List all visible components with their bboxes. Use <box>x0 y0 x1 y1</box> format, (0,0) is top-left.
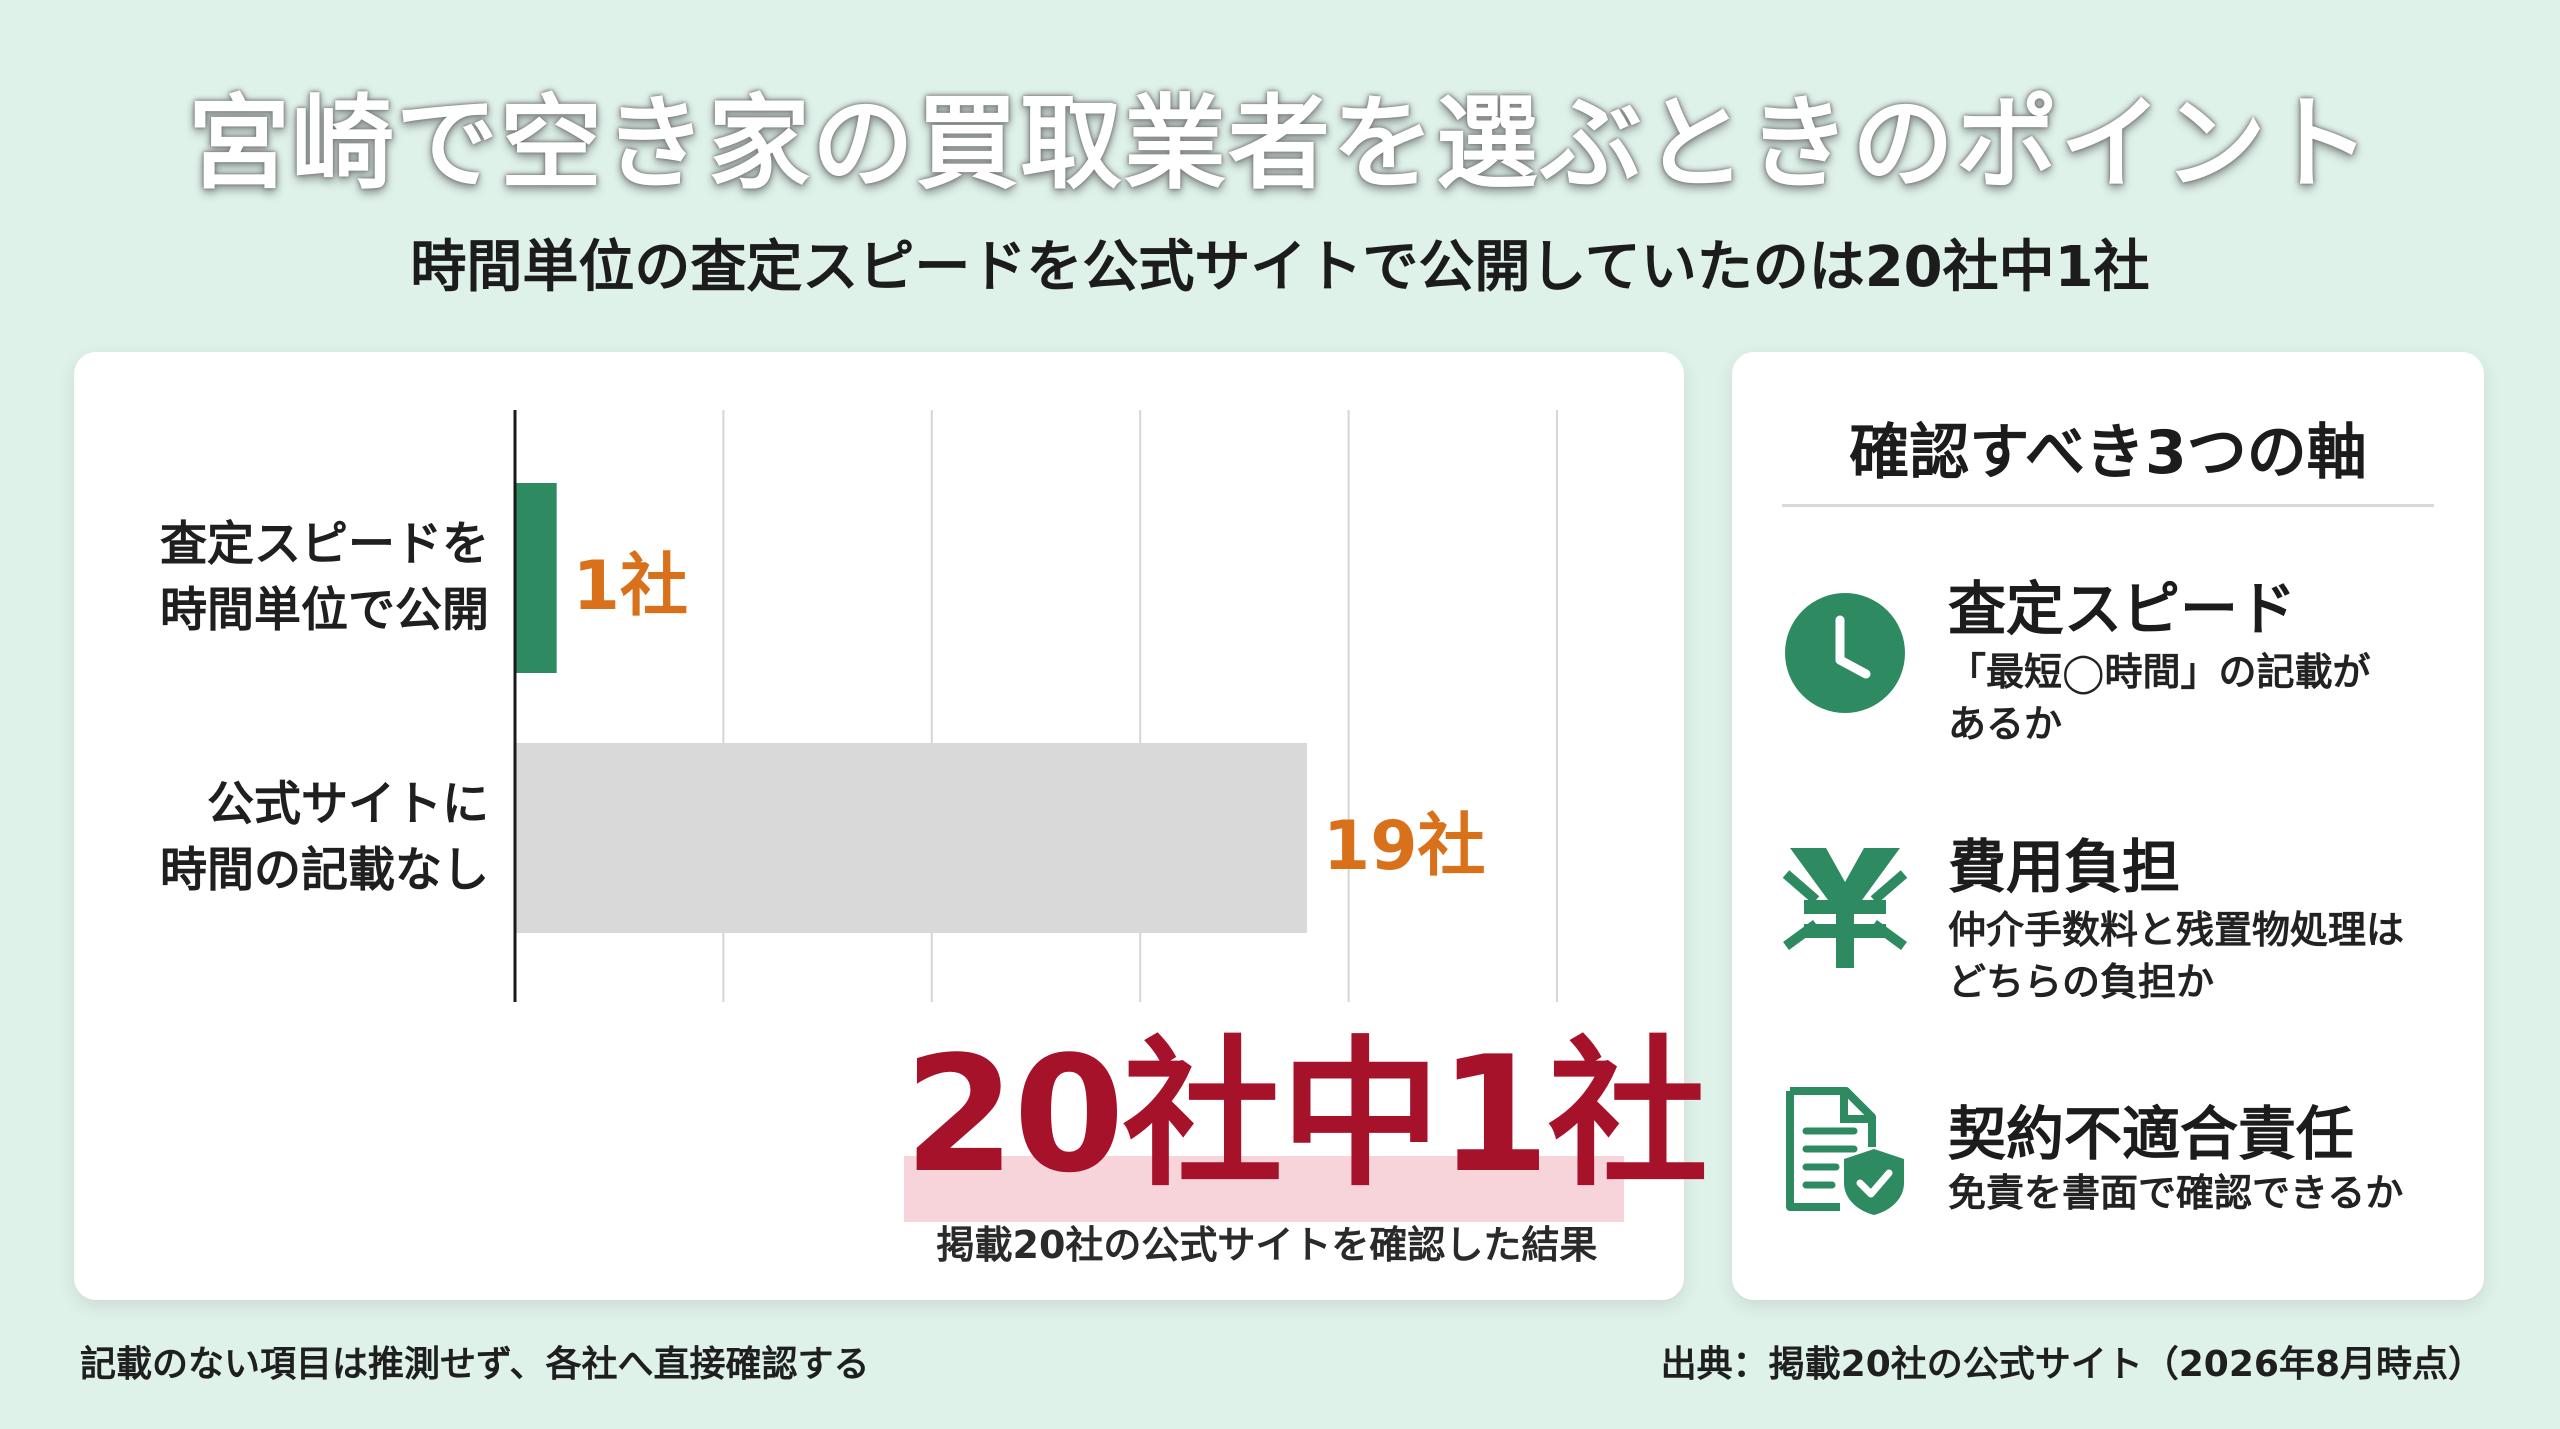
bar-chart <box>513 410 1558 1002</box>
criteria-desc-line: どちらの負担か <box>1948 960 2215 1004</box>
criteria-name: 費用負担 <box>1948 833 2181 901</box>
highlight-band <box>904 1156 1624 1222</box>
category-label-line: 時間単位で公開 <box>160 583 489 638</box>
criteria-name: 契約不適合責任 <box>1948 1100 2355 1168</box>
document-shield-icon <box>1786 1087 1904 1215</box>
criteria-desc-line: 「最短◯時間」の記載が <box>1948 650 2371 694</box>
category-label-line: 公式サイトに <box>207 777 489 832</box>
panel-divider <box>1782 504 2434 507</box>
category-label: 査定スピードを 時間単位で公開 <box>69 512 489 644</box>
criteria-panel: 確認すべき3つの軸 査定スピード 「最短◯時間」の記載が あるか 費用負担 仲介… <box>1732 352 2484 1300</box>
criteria-desc-line: 仲介手数料と残置物処理は <box>1948 908 2405 952</box>
criteria-desc-line: あるか <box>1948 702 2063 746</box>
bar <box>515 483 557 673</box>
criteria-desc-line: 免責を書面で確認できるか <box>1948 1171 2404 1215</box>
footer-note: 記載のない項目は推測せず、各社へ直接確認する <box>80 1344 870 1385</box>
bar <box>515 743 1307 933</box>
category-label: 公式サイトに時間の記載なし <box>69 772 489 904</box>
criteria-desc: 仲介手数料と残置物処理は どちらの負担か <box>1948 904 2468 1008</box>
chart-card: 1社 査定スピードを 時間単位で公開 19社 公式サイトに 時間の記載なし 20社中1社 … <box>74 352 1708 1300</box>
category-label-line: 時間の記載なし <box>160 843 489 898</box>
footer-source: 出典：掲載20社の公式サイト（2026年8月時点） <box>1660 1344 2484 1385</box>
bar-value-label: 19社 <box>1322 807 1486 886</box>
clock-icon <box>1785 593 1905 713</box>
highlight-callout: 20社中1社 <box>904 1020 1708 1222</box>
page-title: 宮崎で空き家の買取業者を選ぶときのポイント <box>188 85 2372 204</box>
category-label-line: 査定スピードを <box>160 517 489 572</box>
criteria-name: 査定スピード <box>1948 575 2297 643</box>
criteria-desc: 免責を書面で確認できるか <box>1948 1167 2468 1219</box>
page-subtitle: 時間単位の査定スピードを公式サイトで公開していたのは20社中1社 <box>410 235 2150 300</box>
bar-value-label: 1社 <box>572 547 688 626</box>
panel-title: 確認すべき3つの軸 <box>1849 418 2367 488</box>
yen-icon <box>1782 848 1908 968</box>
highlight-number: 20社中1社 <box>904 1021 1708 1208</box>
criteria-desc: 「最短◯時間」の記載が あるか <box>1948 646 2468 750</box>
highlight-caption: 掲載20社の公式サイトを確認した結果 <box>936 1223 1598 1267</box>
